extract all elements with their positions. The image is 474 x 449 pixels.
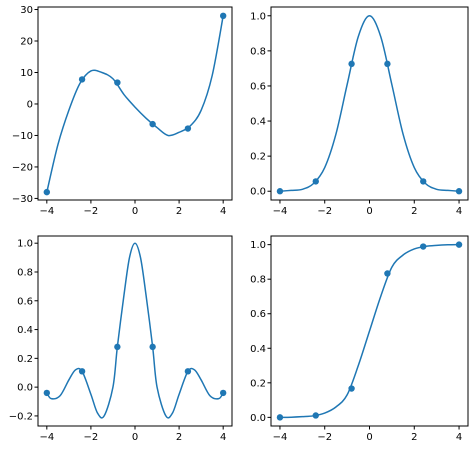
y-tick-label: 0.0 — [250, 187, 266, 198]
data-point — [455, 188, 463, 195]
x-tick-label: 0 — [366, 432, 372, 443]
y-tick-label: 30 — [20, 5, 33, 16]
axes-frame — [37, 235, 233, 427]
x-tick-label: −2 — [84, 206, 99, 217]
data-point — [384, 270, 391, 277]
subplot-4: −4 −2 0 2 4 0.0 0.2 0.4 0.6 0.8 1.0 — [250, 235, 469, 443]
y-tick-label: 0.4 — [17, 325, 33, 336]
data-point — [114, 79, 121, 86]
x-tick-label: −2 — [317, 206, 332, 217]
y-tick-label: 10 — [20, 68, 33, 79]
y-tick-label: −0.2 — [9, 411, 33, 422]
y-tick-label: −30 — [12, 194, 33, 205]
data-point — [420, 178, 427, 185]
x-tick-label: 4 — [220, 206, 226, 217]
y-tick-label: 0.4 — [250, 344, 266, 355]
x-tick-label: 4 — [220, 432, 226, 443]
data-point — [455, 241, 463, 248]
axes-frame — [270, 6, 469, 201]
data-point — [276, 188, 284, 195]
x-tick-label: −4 — [273, 432, 288, 443]
x-tick-label: −2 — [317, 432, 332, 443]
y-tick-label: 0.8 — [250, 275, 266, 286]
x-tick-label: 0 — [132, 432, 138, 443]
y-tick-label: 1.0 — [250, 240, 266, 251]
data-point — [149, 343, 156, 351]
series-curve — [279, 243, 460, 419]
data-point — [276, 414, 284, 421]
y-tick-label: 0.2 — [250, 152, 266, 163]
series-curve — [46, 15, 224, 193]
y-tick-label: 0.8 — [17, 267, 33, 278]
data-point — [312, 178, 319, 185]
y-tick-label: 20 — [20, 37, 33, 48]
y-tick-label: 0.0 — [250, 413, 266, 424]
y-tick-label: 0.2 — [17, 354, 33, 365]
x-tick-label: −2 — [84, 432, 99, 443]
y-tick-label: −10 — [12, 131, 33, 142]
x-tick-label: 2 — [176, 432, 182, 443]
y-tick-label: 0.8 — [250, 46, 266, 57]
series-curve — [279, 15, 460, 192]
data-point — [184, 368, 192, 375]
data-point — [184, 125, 192, 132]
x-tick-label: 4 — [456, 206, 462, 217]
x-tick-label: 2 — [176, 206, 182, 217]
x-tick-label: 0 — [366, 206, 372, 217]
x-tick-label: −4 — [273, 206, 288, 217]
y-tick-label: 0.4 — [250, 117, 266, 128]
data-point — [348, 60, 355, 68]
y-tick-label: 0.6 — [17, 296, 33, 307]
data-point — [78, 368, 86, 375]
data-point — [149, 120, 156, 128]
y-tick-label: 0.6 — [250, 81, 266, 92]
x-tick-label: 2 — [411, 206, 417, 217]
data-point — [114, 343, 121, 351]
data-point — [43, 389, 51, 397]
axes-frame — [37, 6, 233, 201]
y-tick-label: 0 — [27, 99, 33, 110]
data-point — [384, 60, 391, 68]
series-curve — [46, 242, 224, 419]
data-point — [43, 188, 51, 196]
y-tick-label: 1.0 — [250, 11, 266, 22]
data-point — [420, 243, 427, 250]
data-point — [312, 412, 319, 419]
x-tick-label: 2 — [411, 432, 417, 443]
subplot-2: −4 −2 0 2 4 0.0 0.2 0.4 0.6 0.8 1.0 — [250, 6, 469, 217]
data-point — [78, 76, 86, 83]
x-tick-label: −4 — [39, 432, 54, 443]
data-point — [348, 385, 355, 392]
x-tick-label: 4 — [456, 432, 462, 443]
subplot-3: −4 −2 0 2 4 −0.2 0.0 0.2 0.4 0.6 0.8 1.0 — [9, 235, 233, 443]
data-point — [219, 12, 227, 20]
y-tick-label: −20 — [12, 162, 33, 173]
x-tick-label: 0 — [132, 206, 138, 217]
y-tick-label: 0.2 — [250, 378, 266, 389]
y-tick-label: 1.0 — [17, 239, 33, 250]
data-point — [219, 389, 227, 397]
x-tick-label: −4 — [39, 206, 54, 217]
y-tick-label: 0.6 — [250, 309, 266, 320]
y-tick-label: 0.0 — [17, 383, 33, 394]
